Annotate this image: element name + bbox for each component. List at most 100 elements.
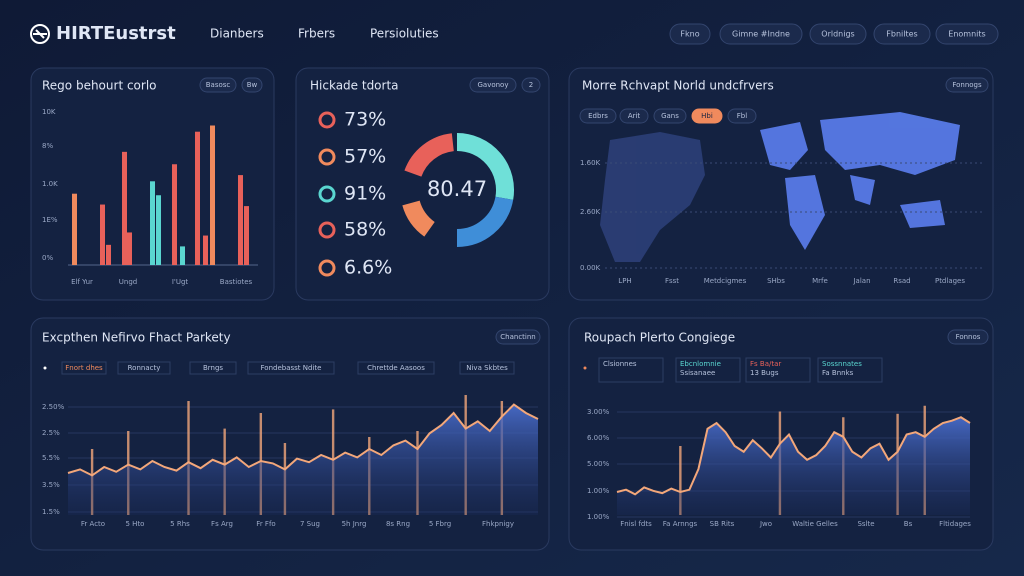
x-axis-label: Jwo	[759, 520, 772, 528]
line	[67, 403, 539, 477]
nav-link[interactable]: Frbers	[298, 27, 335, 41]
button[interactable]	[579, 108, 617, 124]
y-axis-label: 8%	[42, 142, 53, 150]
panel	[295, 67, 550, 301]
map-shape	[900, 200, 945, 228]
panel-title: Hickade tdorta	[310, 79, 399, 93]
bar	[195, 131, 200, 265]
panel-title: Excpthen Nefirvo Fhact Parkety	[42, 331, 231, 345]
button[interactable]	[873, 23, 931, 45]
y-axis-label: 1.00%	[587, 487, 610, 495]
button[interactable]	[935, 23, 999, 45]
nav-link[interactable]: Dianbers	[210, 27, 264, 41]
map-shape	[850, 175, 875, 205]
stat-value: 6.6%	[344, 257, 392, 279]
legend-dot	[43, 366, 47, 370]
button[interactable]	[809, 23, 867, 45]
button-label: Gimne #Indne	[732, 30, 790, 39]
button[interactable]	[653, 108, 687, 124]
panel-title: Roupach Plerto Congiege	[584, 331, 735, 345]
line	[616, 416, 971, 496]
legend-item	[598, 357, 664, 383]
stat-value: 58%	[344, 219, 386, 241]
legend-label: Fs Ba/tar	[750, 360, 781, 368]
legend-label: Brngs	[203, 364, 223, 372]
button[interactable]	[619, 108, 649, 124]
button-label: Enomnits	[948, 30, 985, 39]
stat-value: 91%	[344, 183, 386, 205]
legend-item	[189, 361, 237, 375]
map-shape	[820, 112, 960, 175]
button[interactable]	[521, 77, 541, 93]
bar	[180, 246, 185, 265]
x-axis-label: 5h Jnrg	[342, 520, 367, 528]
y-axis-label: 3.5%	[42, 481, 60, 489]
x-axis-label: Fs Arg	[211, 520, 233, 528]
legend-label: Fondebasst Ndite	[261, 364, 322, 372]
legend-label: Fa Bnnks	[822, 369, 854, 377]
x-axis-label: Metdcigmes	[704, 277, 747, 285]
button[interactable]	[199, 77, 237, 93]
y-axis-label: 1E%	[42, 216, 58, 224]
y-axis-label: 0.00K	[580, 264, 601, 272]
bar	[122, 151, 127, 265]
y-axis-label: 0%	[42, 254, 53, 262]
button[interactable]	[945, 77, 989, 93]
bar	[244, 206, 249, 265]
y-axis-label: 5.00%	[587, 460, 610, 468]
y-axis-label: 3.00%	[587, 408, 610, 416]
stat-value: 57%	[344, 146, 386, 168]
stat-value: 73%	[344, 109, 386, 131]
legend-item	[357, 361, 435, 375]
x-axis-label: 5 Hto	[126, 520, 145, 528]
map-shape	[760, 122, 808, 170]
legend-label: Ronnacty	[128, 364, 161, 372]
legend-label: Sossnnates	[822, 360, 862, 368]
x-axis-label: SHbs	[767, 277, 785, 285]
y-axis-label: 2.50%	[42, 403, 65, 411]
button[interactable]	[469, 77, 517, 93]
y-axis-label: 1.60K	[580, 159, 601, 167]
button[interactable]	[947, 329, 989, 345]
legend-label: Fnort dhes	[65, 364, 103, 372]
bar	[127, 232, 132, 265]
x-axis-label: Fltidages	[939, 520, 971, 528]
legend-label: Chrettde Aasoos	[367, 364, 425, 372]
x-axis-label: Fsst	[665, 277, 679, 285]
button[interactable]	[727, 108, 757, 124]
button-label: Arit	[628, 112, 641, 120]
legend-item	[247, 361, 335, 375]
x-axis-label: Fr Acto	[81, 520, 105, 528]
button[interactable]	[691, 108, 723, 124]
bar	[106, 244, 111, 265]
button[interactable]	[495, 329, 541, 345]
nav-link[interactable]: Persioluties	[370, 27, 439, 41]
x-axis-label: Bs	[904, 520, 913, 528]
x-axis-label: Jalan	[852, 277, 870, 285]
stat-icon	[318, 185, 336, 203]
legend-item	[675, 357, 741, 383]
stat-icon	[318, 221, 336, 239]
x-axis-label: Fnisl fdts	[620, 520, 652, 528]
logo-icon	[33, 29, 47, 39]
bar	[156, 195, 161, 265]
logo-icon	[30, 24, 50, 44]
button[interactable]	[241, 77, 263, 93]
bar	[210, 125, 215, 265]
gauge-arc	[402, 200, 436, 237]
button-label: Hbi	[701, 112, 713, 120]
x-axis-label: LPH	[618, 277, 631, 285]
button[interactable]	[669, 23, 711, 45]
button-label: Gans	[661, 112, 679, 120]
y-axis-label: 2.5%	[42, 429, 60, 437]
x-axis-label: Fr Ffo	[256, 520, 275, 528]
bar	[238, 175, 243, 265]
gauge-value: 80.47	[427, 177, 487, 201]
y-axis-label: 6.00%	[587, 434, 610, 442]
legend-item	[117, 361, 171, 375]
legend-label: Niva Skbtes	[466, 364, 508, 372]
x-axis-label: Bastiotes	[220, 278, 253, 286]
button[interactable]	[719, 23, 803, 45]
